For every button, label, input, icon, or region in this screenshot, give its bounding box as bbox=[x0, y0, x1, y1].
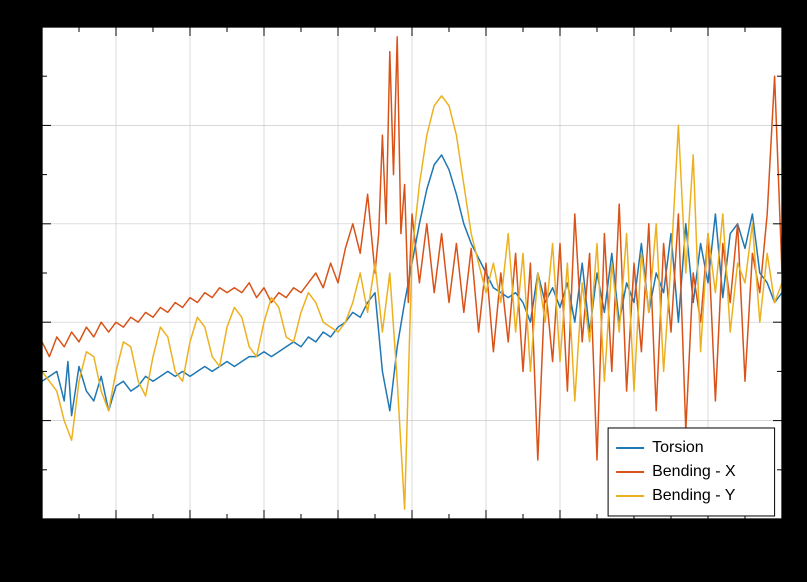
chart-svg: Torsion Bending - X Bending - Y bbox=[0, 0, 807, 582]
legend-label: Bending - X bbox=[652, 463, 736, 480]
spectral-chart: Torsion Bending - X Bending - Y bbox=[0, 0, 807, 582]
legend-label: Torsion bbox=[652, 439, 704, 456]
legend-label: Bending - Y bbox=[652, 487, 736, 504]
legend: Torsion Bending - X Bending - Y bbox=[608, 428, 775, 516]
